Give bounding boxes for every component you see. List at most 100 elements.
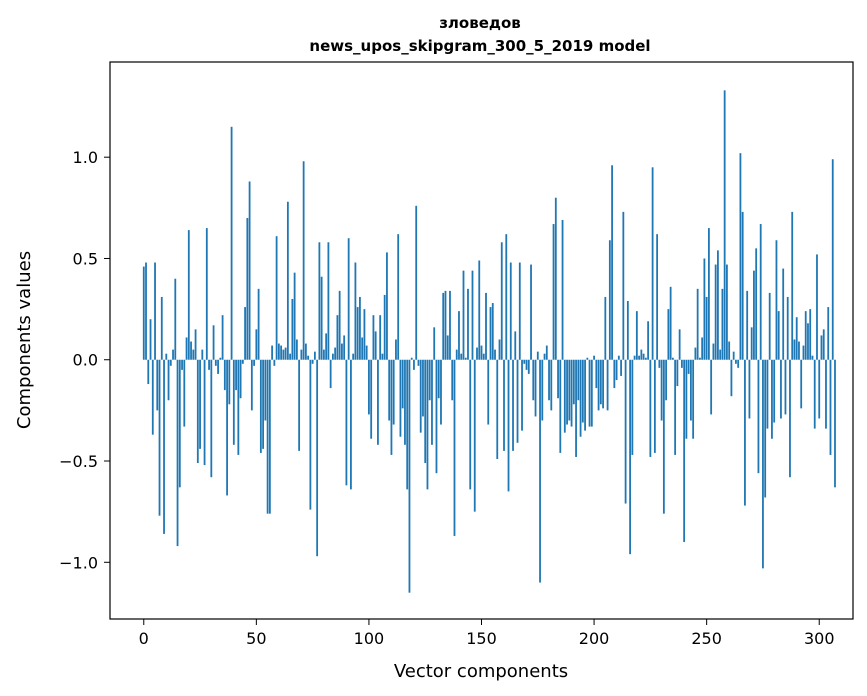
bar [489,307,492,360]
bar [525,359,528,370]
x-tick-label: 50 [246,629,266,648]
bar [669,286,672,360]
bar [735,359,737,364]
bar [496,359,499,459]
bar [250,359,253,411]
bar [151,359,154,435]
bar [435,359,438,474]
bar [753,270,755,360]
bar [302,161,305,360]
bar [322,349,325,360]
bar [482,353,485,360]
bar [277,343,280,360]
bar [156,359,159,411]
bar [451,359,454,401]
bar [370,359,373,439]
bar [503,359,505,451]
bar [714,264,717,360]
bar [807,323,809,360]
bar [545,345,548,360]
bar [174,278,177,360]
bar [750,327,753,360]
bar [723,90,726,360]
x-tick-label: 300 [804,629,835,648]
bar [766,359,769,429]
bar [631,359,634,455]
bar [629,359,631,555]
bar [377,359,379,445]
bar [428,359,431,401]
bar [514,331,517,360]
bar [521,359,523,431]
bar [365,345,368,360]
bar [341,343,343,360]
bar [309,359,312,510]
bar [363,309,366,360]
bar [507,359,510,492]
bar [237,359,240,455]
bar [246,217,249,360]
bar [467,288,469,360]
bar [262,359,264,449]
bar [653,359,656,453]
bar [726,264,728,360]
bar [674,359,677,455]
bar [361,337,364,360]
bar [253,359,255,366]
bar [356,307,359,360]
bar [386,252,388,360]
bar [214,359,217,366]
bar [440,359,442,425]
bar [289,353,292,360]
bar [208,359,210,370]
y-axis-label: Components values [14,251,35,429]
bar [257,288,260,360]
bar [395,339,397,360]
bar [419,359,422,433]
bar [244,307,246,360]
bar [232,359,235,445]
y-tick-label: 0.5 [73,249,98,268]
bar [597,359,600,411]
bar [599,359,602,405]
bar [602,359,604,409]
bar [825,359,827,429]
bar [512,359,514,451]
bar [422,359,424,417]
bar [813,359,816,429]
y-tick-label: 1.0 [73,148,98,167]
bar [748,359,751,419]
bar [404,359,406,445]
bar [719,349,722,360]
bar [494,349,496,360]
bar [455,349,458,360]
bar [167,359,170,401]
bar [415,205,418,360]
bar [316,359,319,557]
bar [696,288,699,360]
bar [212,325,215,360]
bar [498,339,501,360]
bar [762,359,764,569]
bar [350,359,352,490]
bar [831,159,834,360]
bar [595,359,598,389]
bar [802,345,805,360]
bar [822,329,825,360]
bar [689,359,692,421]
bar [401,359,404,409]
bar [271,345,274,360]
bar [656,234,659,360]
bar [413,359,415,370]
chart-title: зловедов [439,14,521,32]
bar [642,353,645,360]
bar [453,359,456,536]
bar [235,359,237,391]
bar [248,181,251,360]
bar [566,359,568,425]
bar [205,228,208,360]
bar [424,359,427,464]
bar-series [142,90,836,593]
bar [649,359,652,457]
bar [804,311,807,360]
